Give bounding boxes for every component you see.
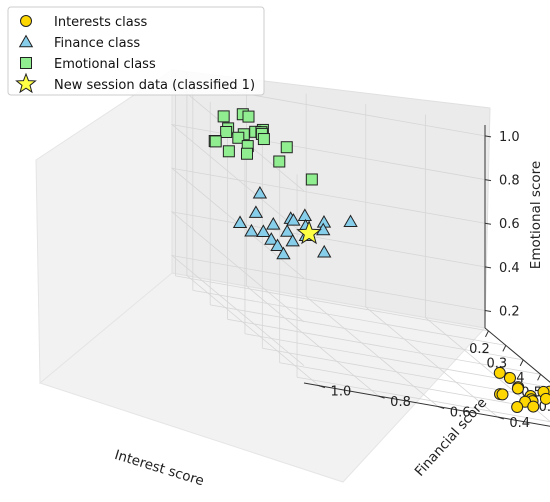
z-tick-mark	[484, 222, 492, 225]
grid-line-y	[305, 296, 439, 407]
grid-line-y	[246, 285, 379, 397]
star-point	[296, 219, 322, 245]
square-point	[240, 147, 253, 160]
circle-point	[503, 371, 516, 384]
x-tick-mark	[502, 345, 507, 352]
circle-point	[527, 400, 540, 413]
square-point	[280, 141, 293, 154]
z-tick-label: 1.0	[499, 130, 520, 145]
square-point	[232, 131, 245, 144]
legend-marker	[20, 57, 32, 69]
grid-line-x	[279, 362, 550, 411]
circle-point	[511, 382, 524, 395]
triangle-point	[276, 246, 291, 260]
square-point	[242, 110, 255, 123]
triangle-point	[317, 244, 332, 258]
square-point	[209, 135, 222, 148]
legend-entry-label: New session data (classified 1)	[54, 78, 255, 93]
z-tick-mark	[484, 266, 492, 269]
legend-marker	[20, 15, 32, 27]
legend: Interests class Finance class Emotional cl…	[7, 6, 265, 96]
z-tick-label: 0.6	[499, 217, 520, 232]
triangle-point	[232, 215, 248, 229]
triangle-point	[264, 232, 279, 245]
triangle-point	[266, 217, 281, 230]
grid-line-z	[170, 211, 486, 323]
triangle-point	[285, 233, 300, 247]
y-tick-label: 0.6	[450, 406, 471, 421]
triangle-point	[252, 185, 268, 199]
x-tick-label: 0.6	[539, 400, 550, 415]
z-axis-label: Emotional score	[528, 161, 544, 269]
y-tick-mark	[318, 385, 326, 389]
triangle-point	[248, 205, 264, 218]
x-tick-mark	[537, 374, 542, 381]
legend-marker	[18, 34, 34, 48]
square-point	[222, 145, 235, 158]
data-points	[208, 108, 550, 414]
square-point	[305, 173, 318, 186]
circle-point	[496, 388, 509, 401]
grid-line-x	[296, 376, 550, 423]
z-tick-mark	[484, 179, 492, 182]
triangle-point	[343, 214, 358, 228]
x-tick-mark	[485, 330, 489, 338]
z-tick-label: 0.8	[499, 174, 520, 189]
square-point	[257, 133, 270, 146]
circle-point	[511, 401, 524, 414]
y-axis-line	[303, 382, 550, 427]
legend-entry-label: Emotional class	[54, 57, 156, 72]
y-tick-label: 0.4	[509, 416, 530, 431]
triangle-point	[244, 223, 259, 237]
legend-entry-label: Finance class	[54, 36, 140, 51]
grid-line-z	[170, 167, 486, 279]
legend-marker	[15, 72, 37, 94]
x-axis-line	[484, 327, 550, 383]
square-point	[217, 110, 230, 123]
grid-line-y	[365, 306, 499, 418]
square-point	[220, 126, 233, 139]
x-axis-label: Interest score	[113, 447, 206, 489]
square-point	[273, 155, 286, 168]
z-tick-label: 0.4	[499, 261, 520, 276]
y-tick-label: 1.0	[331, 385, 352, 400]
x-tick-label: 0.2	[469, 342, 490, 357]
grid-line-y	[186, 275, 320, 386]
circle-point	[493, 366, 506, 379]
grid-line-z	[170, 254, 486, 366]
z-tick-label: 0.2	[499, 305, 520, 320]
y-tick-mark	[378, 395, 385, 399]
triangle-point	[280, 224, 295, 237]
y-tick-mark	[437, 406, 445, 410]
triangle-point	[286, 213, 301, 226]
z-tick-mark	[484, 310, 492, 313]
z-tick-mark	[484, 135, 492, 138]
y-tick-label: 0.8	[390, 395, 411, 410]
y-tick-mark	[497, 416, 504, 420]
grid-line-x	[262, 347, 550, 400]
triangle-point	[256, 224, 271, 237]
triangle-point	[270, 238, 285, 252]
legend-box	[7, 6, 265, 96]
legend-entry-label: Interests class	[54, 15, 147, 30]
x-tick-mark	[519, 359, 524, 367]
circle-point	[539, 392, 550, 405]
